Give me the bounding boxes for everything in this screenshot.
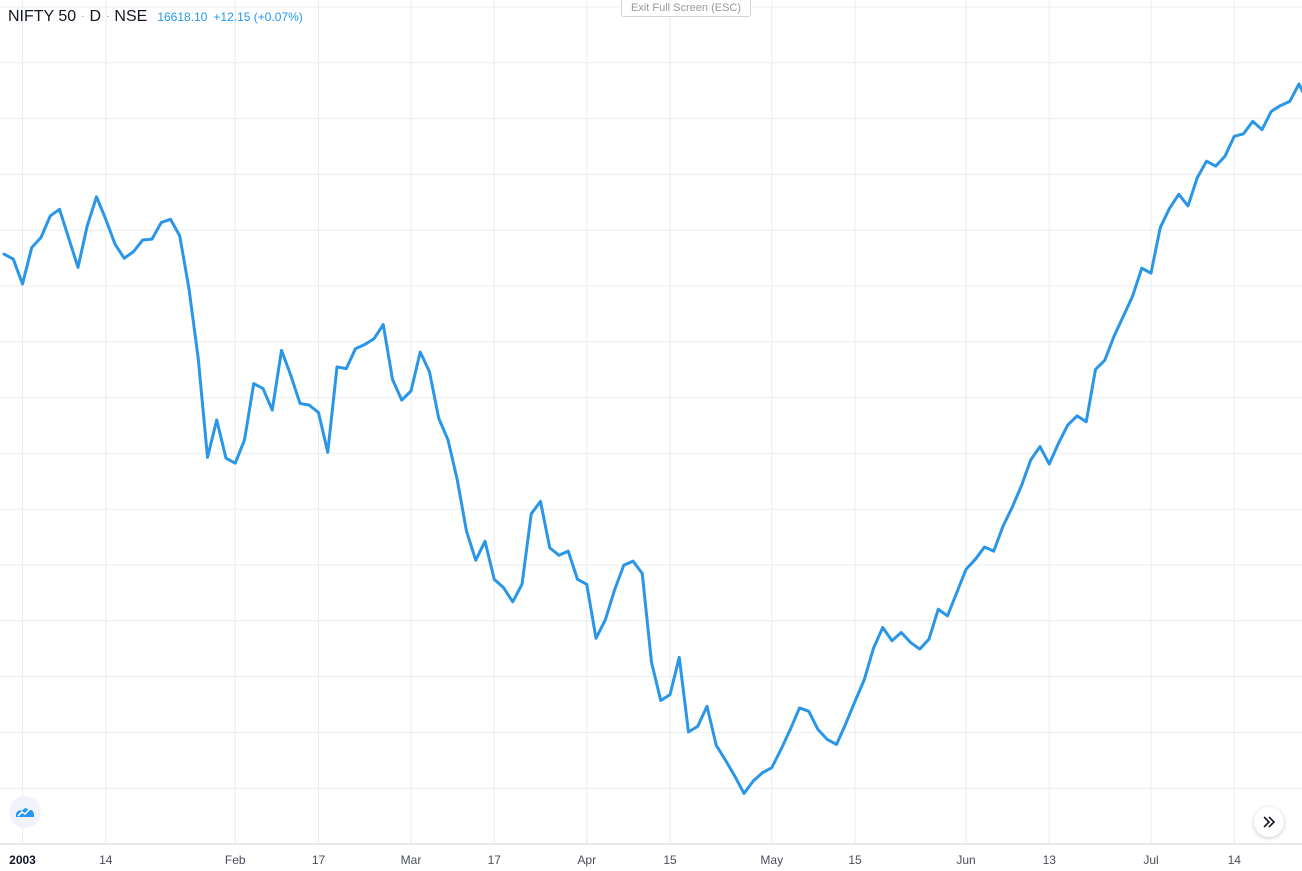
time-tick-label: 13 [1042,853,1056,867]
time-tick-label: 17 [487,853,501,867]
series-line-0 [2,82,1302,795]
time-tick-label: 17 [311,853,326,867]
grid-lines [0,0,1302,845]
time-tick-label: 15 [848,853,862,867]
exchange-label: NSE [114,8,148,25]
time-axis[interactable]: 2003 14 Feb 17 Mar 17 Apr 15 May 15 Jun 13 Jul 14 [0,844,1302,871]
time-tick-label: May [760,853,784,867]
symbol-legend: NIFTY 50 · D · NSE 16618.10 +12.15 (+0.0… [8,8,303,26]
time-tick-label: Apr [577,853,597,867]
time-tick-label: Feb [224,853,246,867]
price-change: +12.15 (+0.07%) [213,10,303,24]
tradingview-logo-button[interactable] [9,796,41,828]
double-chevron-right-icon [1263,816,1276,828]
time-tick-label: 14 [99,853,113,867]
legend-separator: · [106,11,110,22]
tradingview-logo-icon [16,808,34,817]
exit-fullscreen-button[interactable]: Exit Full Screen (ESC) [621,0,751,17]
time-tick-label: Mar [400,853,422,867]
scroll-to-realtime-button[interactable] [1254,807,1284,837]
interval-label[interactable]: D [89,8,102,25]
last-value: 16618.10 [157,10,208,24]
time-tick-label: 15 [663,853,677,867]
symbol-name[interactable]: NIFTY 50 [8,8,77,25]
time-tick-label: Jun [956,853,976,867]
time-tick-label: 14 [1227,853,1241,867]
time-tick-label: Jul [1143,853,1159,867]
time-tick-label: 2003 [9,853,36,867]
price-series [2,82,1302,795]
legend-separator: · [81,11,85,22]
